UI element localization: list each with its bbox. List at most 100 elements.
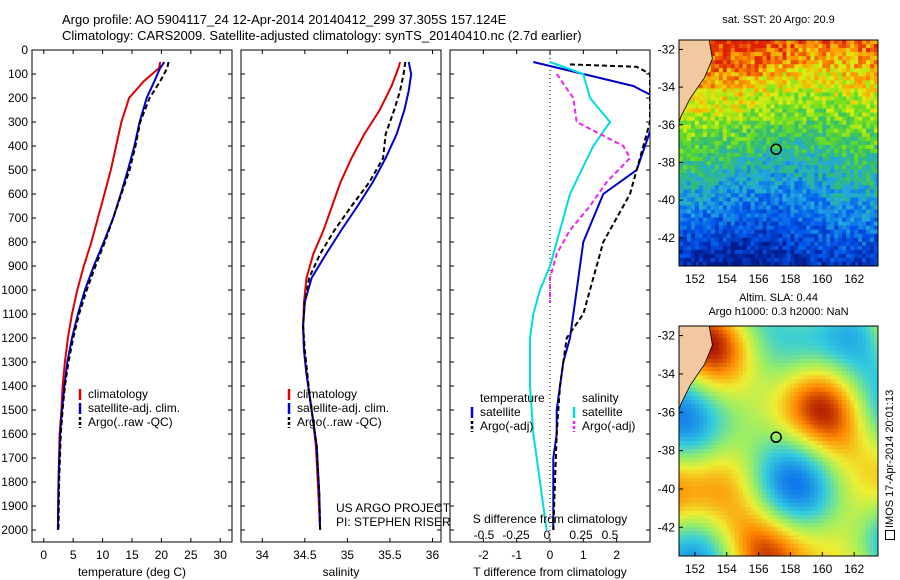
map-cell (738, 330, 744, 335)
map-cell (718, 346, 724, 352)
map-cell (679, 173, 684, 178)
map-cell (802, 338, 807, 343)
map-cell (706, 124, 712, 130)
map-cell (682, 408, 688, 413)
map-cell (750, 237, 756, 243)
map-cell (770, 88, 775, 93)
map-cell (774, 334, 779, 339)
map-cell (798, 185, 803, 190)
map-cell (826, 197, 831, 202)
map-cell (686, 157, 692, 162)
map-cell (834, 108, 839, 114)
map-cell (770, 367, 775, 372)
map-cell (702, 399, 708, 405)
map-cell (866, 257, 871, 263)
map-cell (726, 367, 732, 372)
map-cell (814, 197, 819, 202)
map-cell (786, 245, 791, 251)
map-cell (694, 157, 700, 162)
map-cell (826, 76, 831, 81)
map-cell (870, 213, 875, 218)
map-cell (834, 457, 839, 462)
map-cell (814, 477, 819, 483)
map-cell (702, 169, 708, 174)
map-cell (810, 445, 815, 450)
map-cell (682, 449, 688, 454)
map-cell (710, 189, 716, 194)
map-cell (762, 48, 767, 53)
map-cell (718, 379, 724, 384)
map-cell (734, 193, 740, 198)
map-cell (702, 229, 708, 235)
map-cell (826, 177, 831, 182)
map-cell (690, 237, 696, 243)
map-cell (802, 209, 807, 214)
map-cell (842, 217, 847, 223)
map-cell (754, 334, 759, 339)
map-cell (722, 229, 728, 235)
map-cell (714, 371, 720, 376)
map-cell (766, 40, 771, 45)
map-cell (758, 124, 763, 130)
map-cell (714, 233, 720, 239)
map-cell (702, 257, 708, 263)
map-cell (806, 52, 811, 57)
map-cell (766, 445, 771, 450)
map-cell (874, 416, 879, 421)
map-cell (834, 185, 839, 190)
map-cell (686, 128, 692, 134)
map-cell (874, 181, 879, 186)
map-cell (766, 383, 771, 389)
map-cell (822, 209, 827, 214)
map-cell (802, 473, 807, 479)
map-cell (758, 169, 763, 174)
map-cell (858, 233, 863, 239)
map-cell (730, 428, 736, 434)
map-cell (774, 436, 779, 442)
map-cell (786, 136, 791, 142)
map-cell (690, 120, 696, 126)
map-cell (750, 96, 756, 101)
map-cell (822, 56, 827, 61)
map-cell (854, 104, 859, 110)
map-cell (754, 181, 759, 186)
map-cell (718, 375, 724, 380)
map-cell (710, 76, 716, 81)
map-cell (710, 177, 716, 182)
map-cell (818, 205, 823, 210)
map-cell (814, 201, 819, 206)
map-cell (806, 100, 811, 105)
map-cell (746, 404, 752, 409)
map-cell (706, 153, 712, 158)
map-cell (858, 189, 863, 194)
y-tick-label: 2000 (1, 523, 28, 537)
map-cell (794, 261, 799, 267)
map-cell (679, 465, 684, 471)
map-cell (858, 56, 863, 61)
map-cell (786, 461, 791, 467)
map-cell (694, 399, 700, 405)
map-cell (718, 213, 724, 218)
map-cell (870, 445, 875, 450)
map-cell (726, 346, 732, 352)
map-cell (818, 165, 823, 170)
map-cell (866, 84, 871, 89)
map-cell (874, 404, 879, 409)
map-cell (826, 375, 831, 380)
map-cell (842, 338, 847, 343)
map-cell (854, 461, 859, 467)
map-cell (798, 181, 803, 186)
map-cell (750, 457, 756, 462)
map-cell (758, 205, 763, 210)
map-cell (679, 148, 684, 154)
map-cell (754, 76, 759, 81)
map-cell (710, 48, 716, 53)
map-cell (786, 358, 791, 364)
map-cell (834, 395, 839, 401)
map-cell (798, 140, 803, 146)
map-cell (718, 124, 724, 130)
map-cell (822, 68, 827, 73)
map-cell (866, 338, 871, 343)
map-cell (690, 387, 696, 393)
map-cell (722, 261, 728, 267)
